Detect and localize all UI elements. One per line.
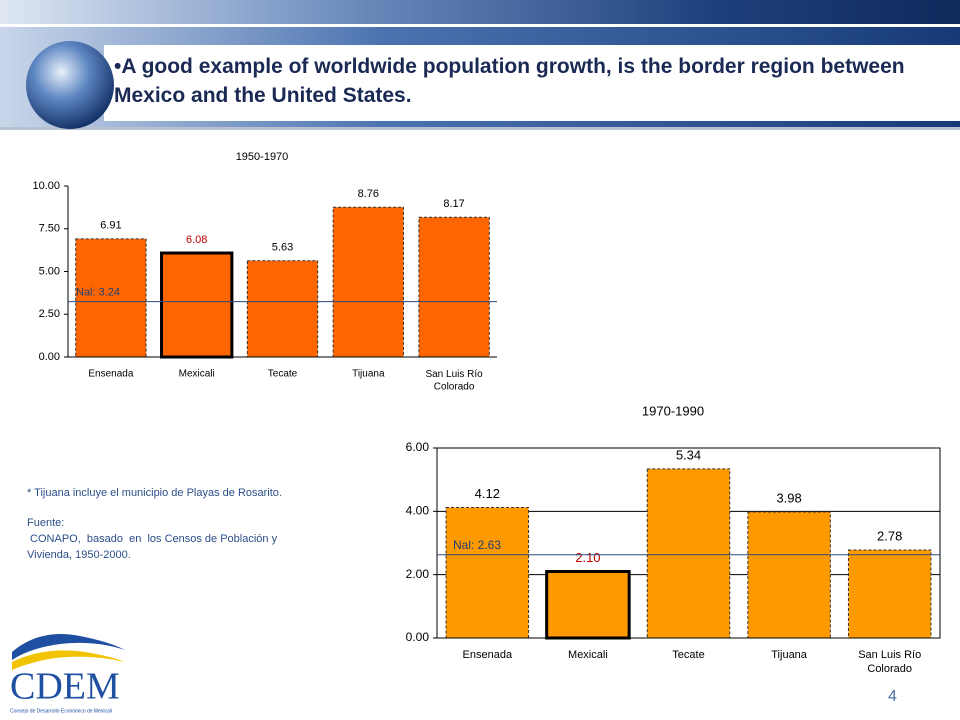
value-label: 6.91 [100,220,121,232]
x-tick-label: Tijuana [352,369,385,380]
logo-subtitle: Consejo de Desarrollo Económico de Mexic… [10,708,112,714]
y-tick-label: 0.00 [406,630,430,644]
bar [75,238,147,358]
y-tick-label: 2.00 [406,567,430,581]
y-tick-label: 5.00 [39,265,60,277]
bar [445,507,530,639]
bar [160,251,234,359]
bar [545,570,631,640]
logo: CDEM Consejo de Desarrollo Económico de … [10,634,125,714]
bar [646,468,731,639]
reference-label: Nal: 2.63 [453,538,501,552]
x-tick-label: Tijuana [771,649,808,661]
logo-name: CDEM [10,666,120,708]
globe-icon [26,41,114,129]
x-tick-label: Tecate [672,649,704,661]
y-tick-label: 7.50 [39,223,60,235]
chart-title: 1950-1970 [236,151,289,163]
x-tick-label: Tecate [268,369,298,380]
footnote-line: * Tijuana incluye el municipio de Playas… [27,487,282,499]
value-label: 8.76 [358,188,379,200]
footnote-line: Vivienda, 1950-2000. [27,549,131,561]
bar [418,216,490,358]
logo-stripe [12,634,125,660]
slide-title: •A good example of worldwide population … [114,55,905,107]
bar [847,549,932,639]
x-tick-label: San Luis Río Colorado [858,649,921,675]
y-tick-label: 0.00 [39,351,60,363]
value-label: 2.78 [877,528,902,543]
footnotes: * Tijuana incluye el municipio de Playas… [27,485,347,563]
value-label: 4.12 [475,486,500,501]
y-tick-label: 4.00 [406,504,430,518]
y-tick-label: 2.50 [39,308,60,320]
header-rule [0,127,960,130]
value-label: 5.63 [272,242,293,254]
value-label: 8.17 [443,198,464,210]
y-tick-label: 10.00 [32,180,60,192]
footnote-line: Fuente: [27,517,65,529]
header-box [104,45,960,121]
value-label: 2.10 [575,550,600,565]
footnote-line: CONAPO, basado en los Censos de Població… [27,533,278,545]
chart-title: 1970-1990 [642,403,704,418]
x-tick-label: San Luis Río Colorado [425,369,483,393]
reference-label: Nal: 3.24 [76,287,120,299]
x-tick-label: Mexicali [568,649,608,661]
value-label: 3.98 [776,490,801,505]
page-number: 4 [888,688,897,705]
top-band [0,0,960,24]
x-tick-label: Ensenada [88,369,133,380]
logo-stripe [12,650,125,670]
y-tick-label: 6.00 [406,440,430,454]
bar [332,206,404,358]
x-tick-label: Ensenada [463,649,513,661]
value-label: 5.34 [676,447,701,462]
bar [747,511,831,639]
value-label: 6.08 [186,234,207,246]
x-tick-label: Mexicali [179,369,215,380]
bar [246,260,319,358]
